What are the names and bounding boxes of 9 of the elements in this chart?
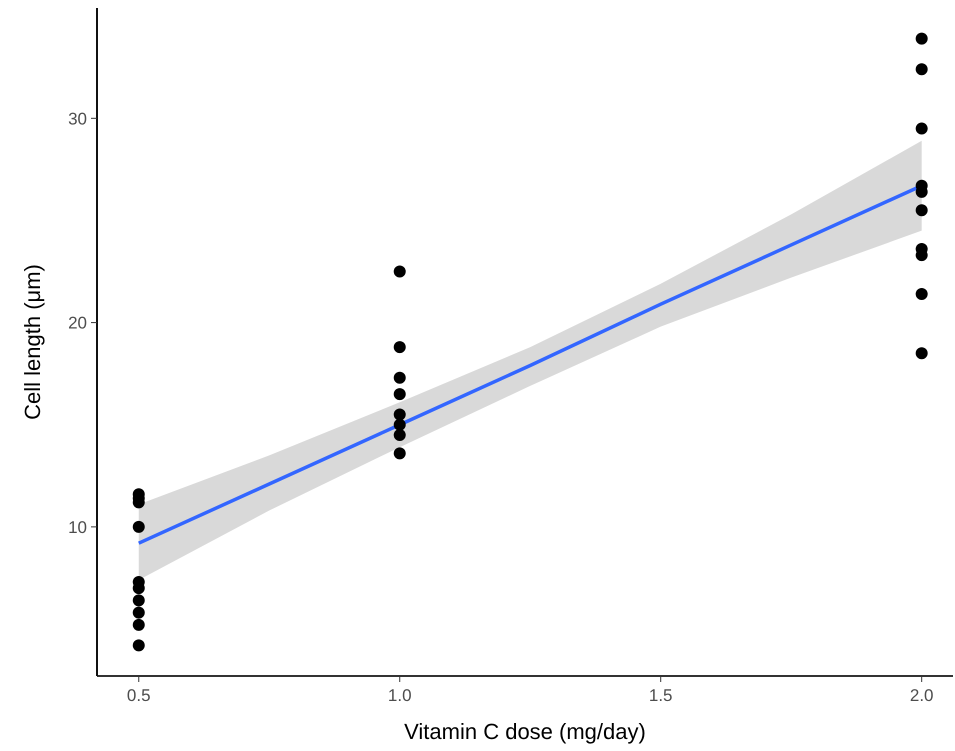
y-tick-label: 20 [68, 314, 87, 333]
y-tick-label: 10 [68, 518, 87, 537]
x-tick-label: 1.0 [388, 686, 412, 705]
y-axis-title: Cell length (μm) [20, 264, 45, 420]
x-tick-label: 0.5 [126, 686, 151, 705]
x-tick-label: 2.0 [910, 686, 934, 705]
x-tick-label: 1.5 [648, 686, 673, 705]
x-axis-title: Vitamin C dose (mg/day) [404, 719, 646, 744]
y-tick-label: 30 [68, 109, 87, 128]
